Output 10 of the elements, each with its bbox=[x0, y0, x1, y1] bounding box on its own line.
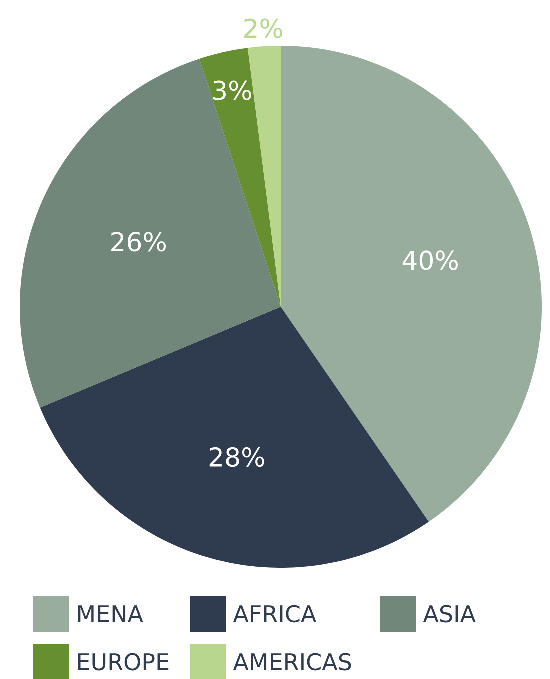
data-label: 3% bbox=[213, 80, 252, 100]
legend-label: AMERICAS bbox=[233, 653, 352, 671]
data-label: 40% bbox=[402, 250, 458, 270]
legend-label: AFRICA bbox=[233, 605, 317, 623]
data-label: 2% bbox=[244, 18, 282, 38]
data-label: 28% bbox=[210, 447, 264, 468]
data-label: 26% bbox=[112, 232, 166, 252]
legend-label: MENA bbox=[78, 606, 144, 622]
legend-label: ASIA bbox=[423, 605, 476, 623]
legend-label: EUROPE bbox=[78, 653, 169, 671]
